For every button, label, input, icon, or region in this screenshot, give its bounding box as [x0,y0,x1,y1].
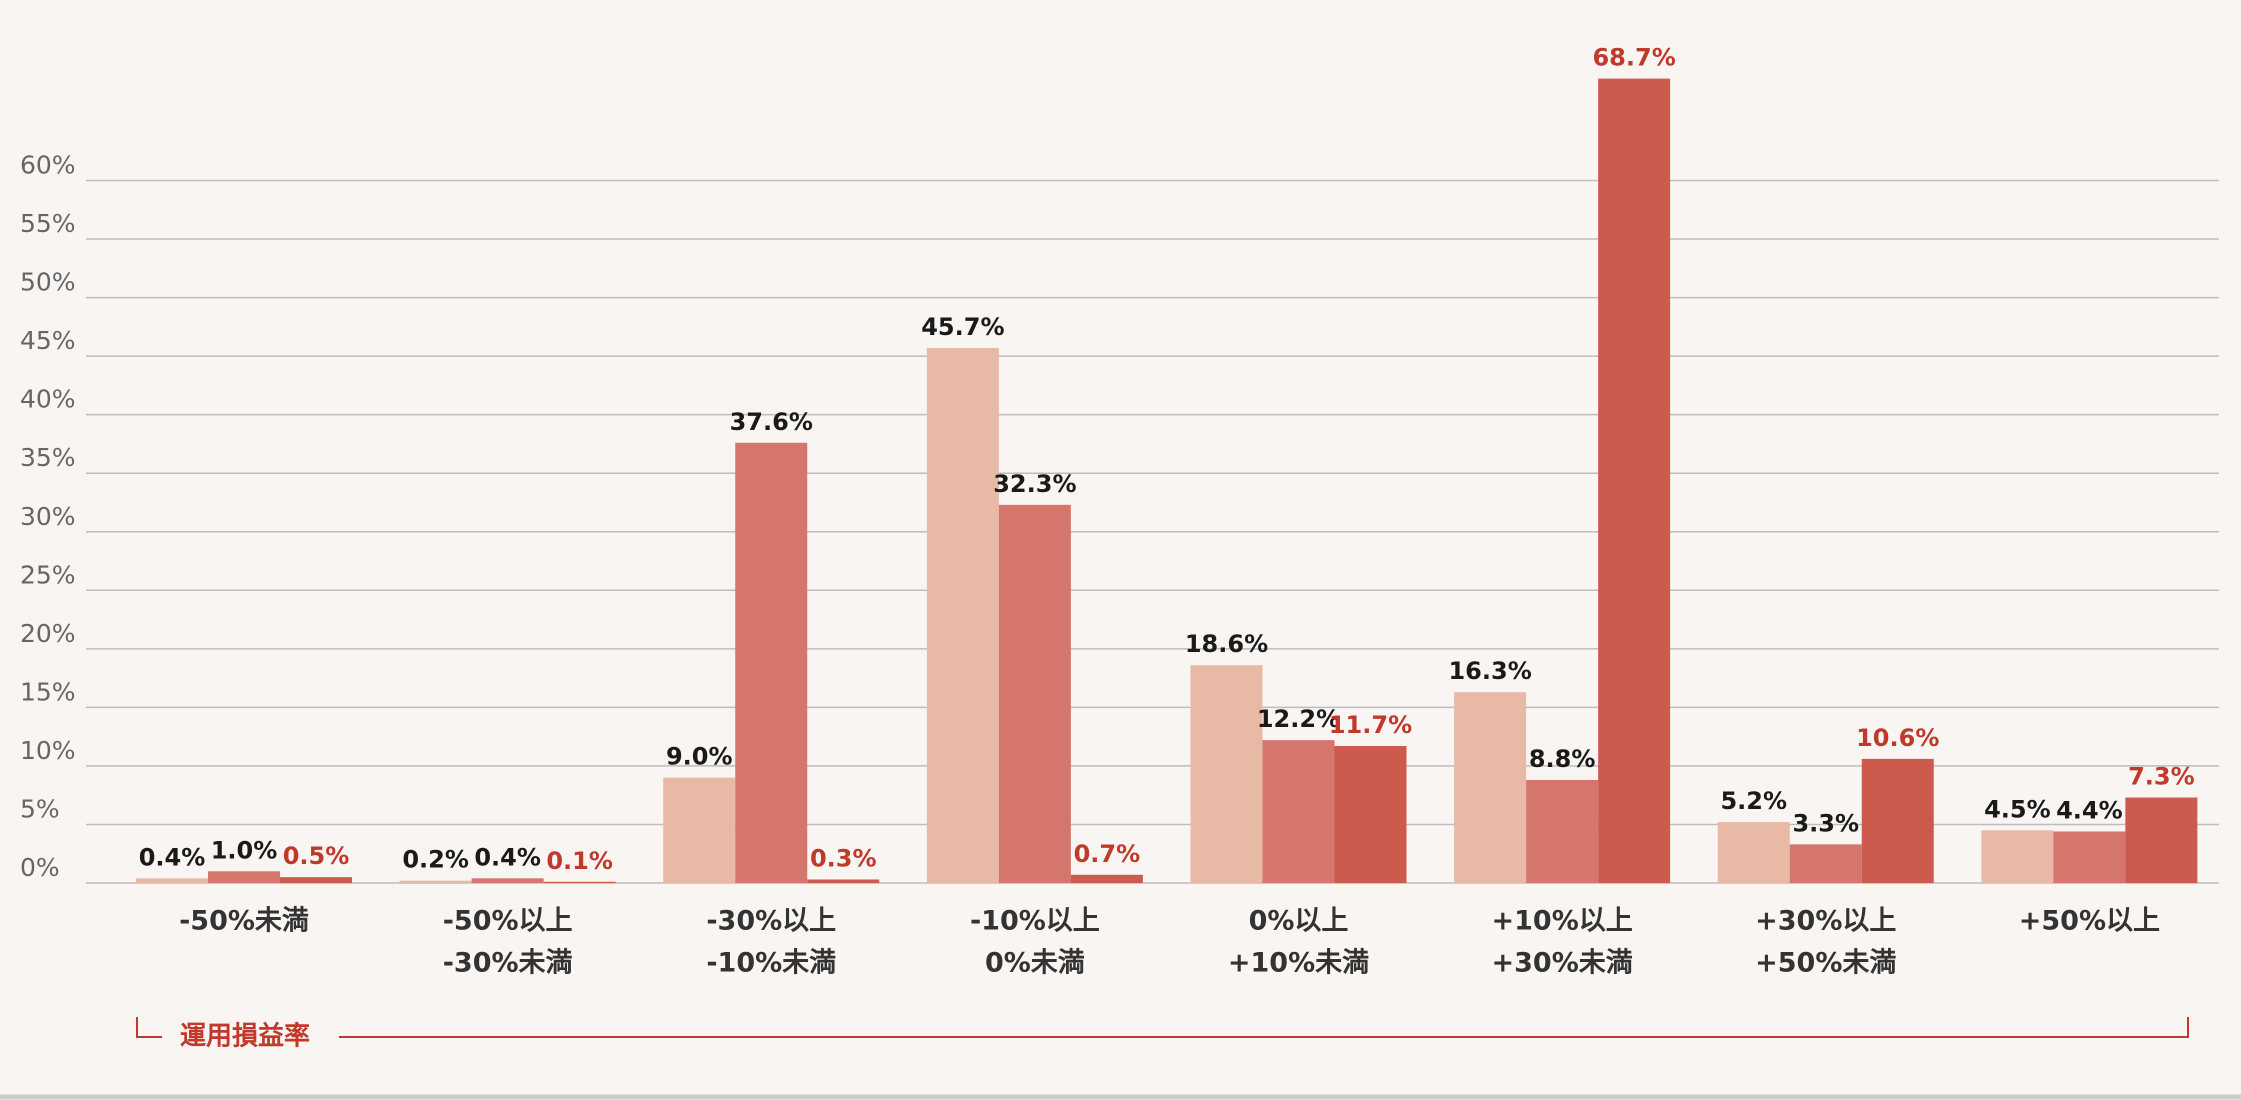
x-tick-label: +50%以上 [2019,906,2160,937]
x-tick-label: -10%未満 [706,948,836,979]
bar [471,878,544,883]
y-tick-label: 35% [20,443,76,472]
bar [1789,844,1862,883]
value-label: 4.4% [2056,796,2123,824]
value-label: 0.3% [810,844,877,872]
bar [1981,830,2054,883]
value-label: 32.3% [993,470,1076,498]
x-tick-label: +30%未満 [1492,948,1633,979]
x-tick-label: +10%未満 [1228,948,1369,979]
bar [136,878,208,883]
bar [2053,831,2126,883]
value-label: 45.7% [921,313,1004,341]
bar [208,871,280,883]
bar [1526,779,1599,883]
y-tick-label: 50% [20,268,76,297]
y-tick-label: 60% [20,151,76,180]
value-label: 7.3% [2128,763,2195,791]
value-label: 4.5% [1984,795,2051,823]
bar [1454,692,1527,883]
value-label: 0.1% [546,847,613,875]
value-label: 16.3% [1448,657,1531,685]
bar [1861,758,1934,883]
value-label: 0.5% [283,842,350,870]
bar [280,877,352,883]
value-label: 0.4% [474,843,541,871]
bar [1334,746,1407,883]
value-label: 0.7% [1074,840,1141,868]
value-label: 1.0% [211,836,278,864]
bar [735,442,808,883]
x-tick-label: 0%未満 [985,948,1085,979]
value-label: 0.4% [139,843,206,871]
bar [998,504,1071,883]
y-tick-label: 40% [20,385,76,414]
x-tick-label: -50%以上 [443,906,573,937]
y-tick-label: 20% [20,619,76,648]
bar [543,881,616,883]
bar [1190,665,1263,883]
bar [1262,740,1335,883]
y-tick-label: 5% [20,794,60,823]
value-label: 11.7% [1329,711,1412,739]
bar [1717,822,1790,883]
x-tick-label: 0%以上 [1249,906,1349,937]
y-tick-label: 10% [20,736,76,765]
value-label: 10.6% [1856,724,1939,752]
value-label: 8.8% [1529,745,1596,773]
bar [399,880,472,883]
value-label: 9.0% [666,743,733,771]
value-label: 5.2% [1720,787,1787,815]
value-label: 0.2% [402,846,469,874]
bracket-right [339,1017,2189,1038]
x-tick-label: -50%未満 [179,906,309,937]
bar [807,879,880,883]
bar [663,777,736,883]
x-axis-label: 運用損益率 [180,1021,310,1052]
value-label: 12.2% [1257,705,1340,733]
value-label: 37.6% [730,408,813,436]
y-tick-label: 55% [20,209,76,238]
y-tick-label: 15% [20,677,76,706]
bracket-left [136,1017,162,1038]
x-tick-label: -10%以上 [970,906,1100,937]
value-label: 3.3% [1792,809,1859,837]
value-label: 68.7% [1592,44,1675,72]
value-label: 18.6% [1185,630,1268,658]
bar [1070,874,1143,883]
y-tick-label: 0% [20,853,60,882]
bar [2125,797,2198,883]
y-tick-label: 30% [20,502,76,531]
x-tick-label: +10%以上 [1492,906,1633,937]
bar [926,347,999,883]
x-tick-label: -30%以上 [706,906,836,937]
x-tick-label: +50%未満 [1755,948,1896,979]
y-tick-label: 25% [20,560,76,589]
x-tick-label: -30%未満 [443,948,573,979]
x-tick-label: +30%以上 [1755,906,1896,937]
bar [1598,78,1671,883]
y-tick-label: 45% [20,326,76,355]
